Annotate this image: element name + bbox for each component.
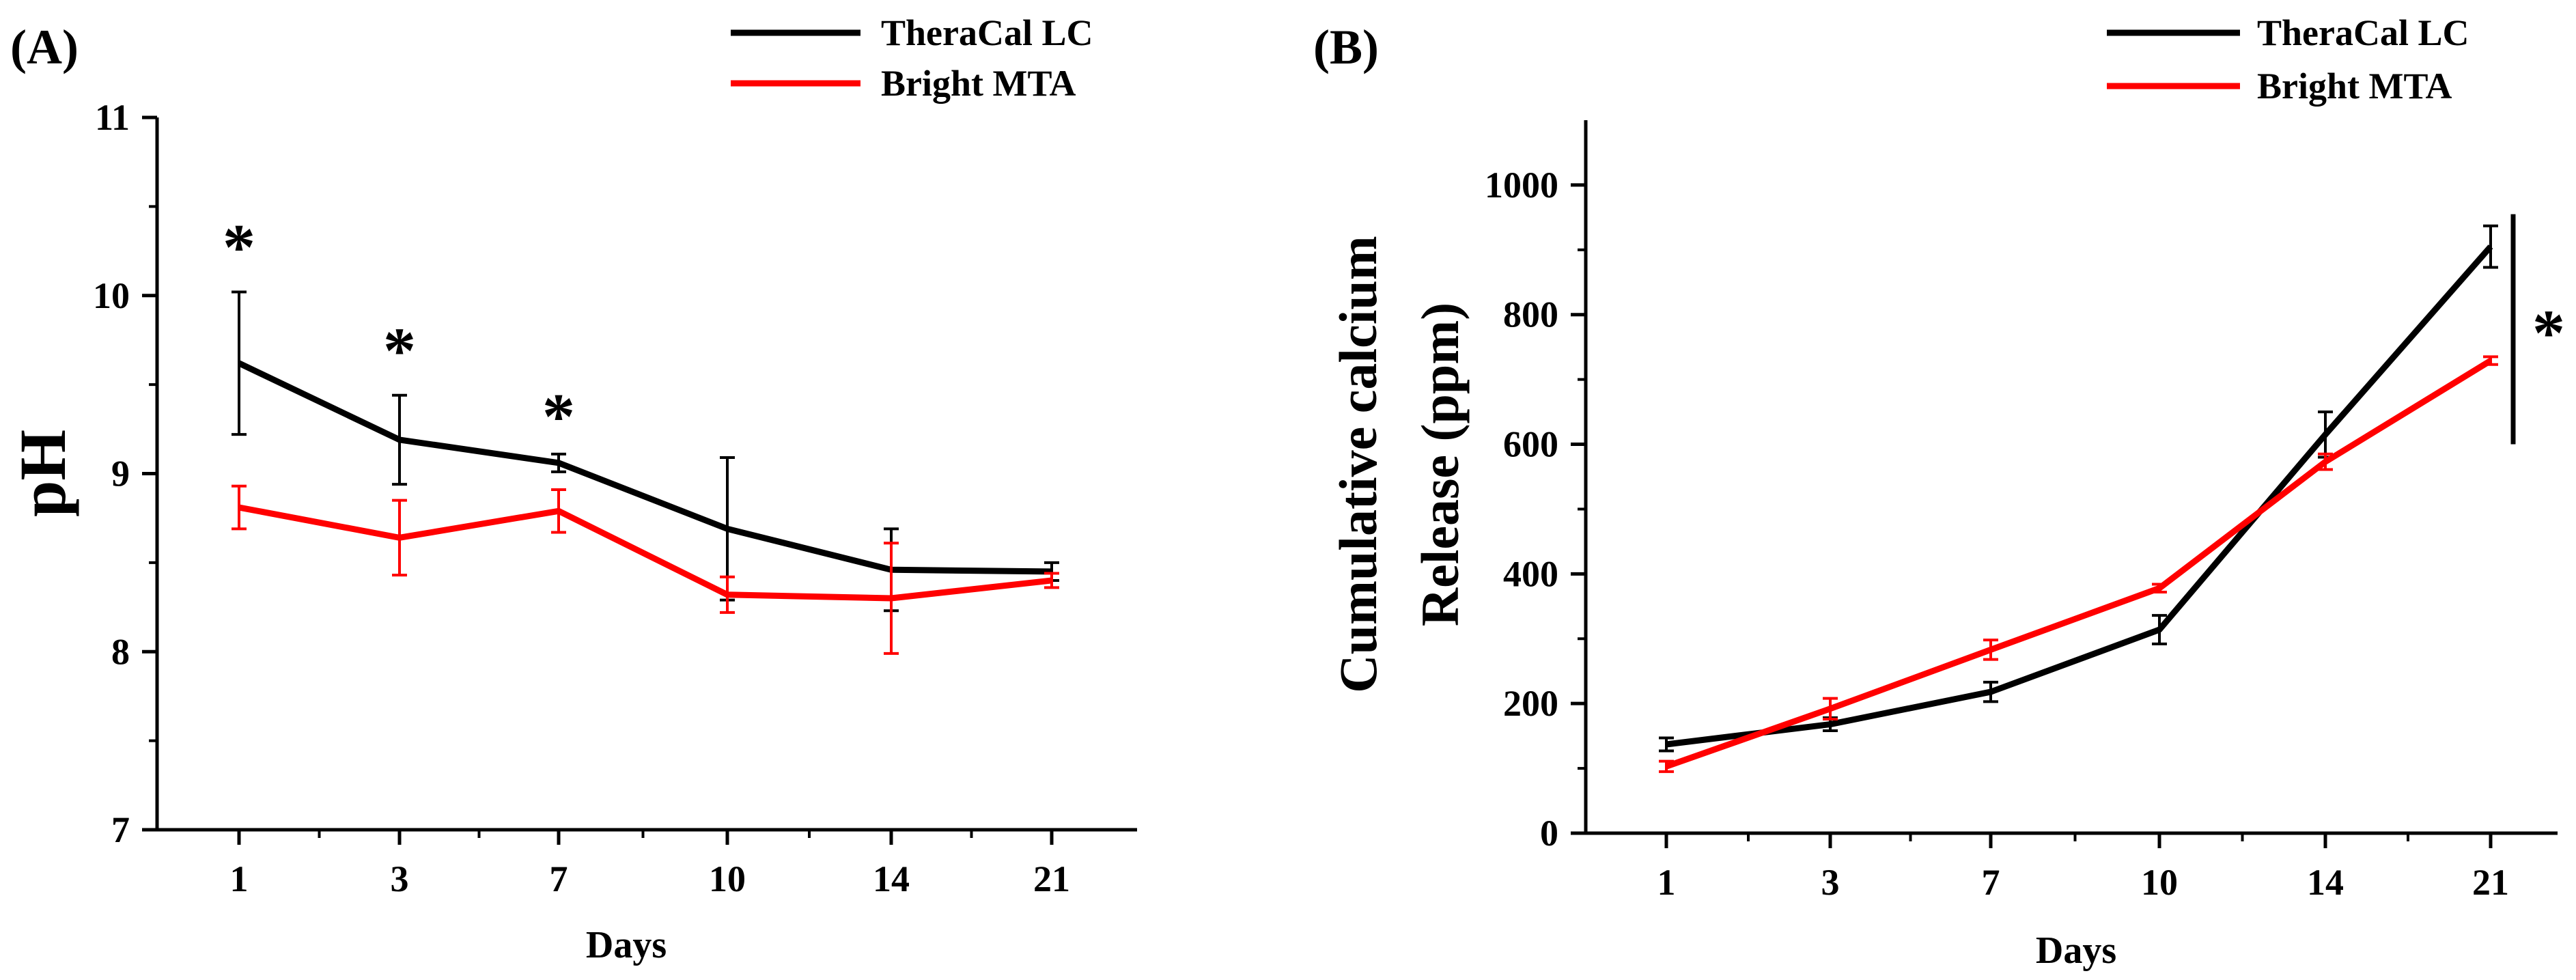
y-tick-label: 9 bbox=[111, 453, 130, 494]
x-tick-label: 1 bbox=[230, 858, 249, 899]
y-tick-label: 8 bbox=[111, 631, 130, 672]
series-line bbox=[238, 360, 1052, 575]
panel-label: (A) bbox=[10, 20, 79, 74]
x-tick-label: 7 bbox=[1982, 862, 2000, 903]
series-line bbox=[238, 504, 1052, 602]
y-tick-label: 800 bbox=[1503, 294, 1558, 335]
x-tick-label: 21 bbox=[1033, 858, 1070, 899]
significance-star: * bbox=[223, 211, 255, 284]
y-tick-label: 1000 bbox=[1485, 165, 1558, 206]
x-tick-label: 14 bbox=[2307, 862, 2344, 903]
x-tick-label: 21 bbox=[2472, 862, 2509, 903]
x-axis-title: Days bbox=[586, 924, 667, 966]
legend-label: TheraCal LC bbox=[2257, 12, 2469, 53]
panel-label: (B) bbox=[1313, 20, 1379, 74]
series-line bbox=[1665, 358, 2493, 770]
y-tick-label: 0 bbox=[1540, 813, 1558, 854]
y-tick-label: 400 bbox=[1503, 553, 1558, 594]
x-tick-label: 1 bbox=[1657, 862, 1676, 903]
x-axis-title: Days bbox=[2036, 929, 2116, 972]
y-axis-title-line1: Cumulative calcium bbox=[1328, 236, 1388, 692]
x-tick-label: 10 bbox=[709, 858, 746, 899]
chart-panel-b: (B) 0 200 400 600 800 1000 1 3 7 10 14 21 Days Cumulat… bbox=[1313, 12, 2565, 972]
x-tick-label: 7 bbox=[550, 858, 568, 899]
significance-star: * bbox=[383, 314, 416, 387]
x-tick-label: 10 bbox=[2141, 862, 2178, 903]
y-tick-label: 11 bbox=[95, 97, 130, 138]
y-axis-title-line2: Release (ppm) bbox=[1410, 303, 1470, 626]
y-tick-label: 200 bbox=[1503, 683, 1558, 724]
x-tick-label: 3 bbox=[1821, 862, 1840, 903]
legend-label: Bright MTA bbox=[2257, 66, 2452, 107]
significance-star: * bbox=[2532, 296, 2565, 369]
series-line bbox=[1666, 244, 2493, 748]
y-tick-label: 600 bbox=[1503, 424, 1558, 465]
legend-label: Bright MTA bbox=[881, 63, 1076, 104]
significance-star: * bbox=[542, 380, 575, 453]
y-tick-label: 10 bbox=[93, 275, 130, 316]
legend-label: TheraCal LC bbox=[881, 12, 1093, 53]
x-tick-label: 3 bbox=[391, 858, 409, 899]
y-axis-title: pH bbox=[6, 430, 79, 517]
y-tick-label: 7 bbox=[111, 809, 130, 850]
x-tick-label: 14 bbox=[873, 858, 910, 899]
